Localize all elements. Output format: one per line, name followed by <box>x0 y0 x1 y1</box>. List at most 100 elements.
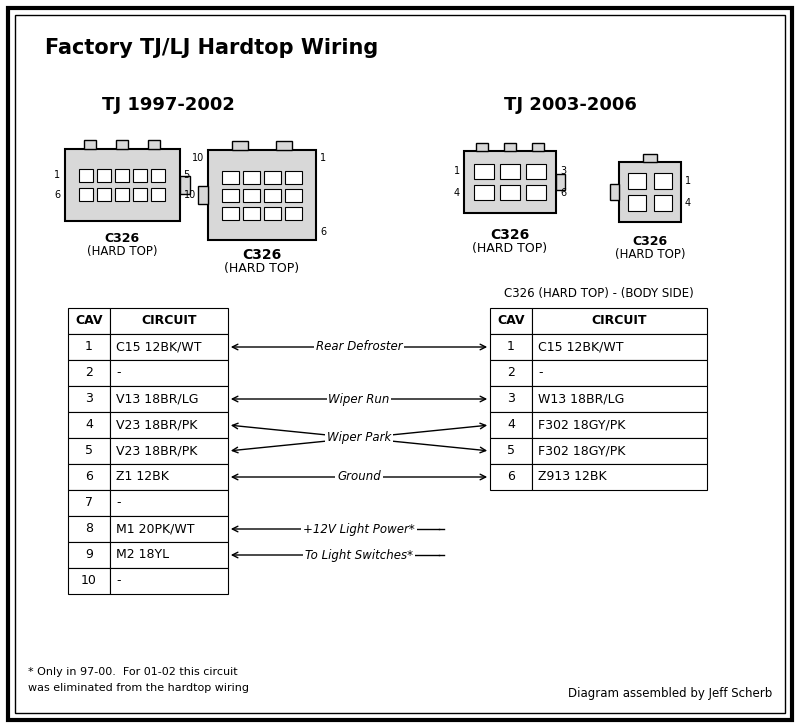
Bar <box>474 185 494 200</box>
Text: 4: 4 <box>85 419 93 432</box>
Bar <box>464 151 556 213</box>
Bar <box>532 360 707 386</box>
Bar <box>68 386 110 412</box>
Bar <box>532 464 707 490</box>
Text: 1: 1 <box>85 341 93 354</box>
Text: 9: 9 <box>85 548 93 561</box>
Text: Z913 12BK: Z913 12BK <box>538 470 606 483</box>
Text: (HARD TOP): (HARD TOP) <box>473 242 547 255</box>
Text: 3: 3 <box>560 167 566 176</box>
Text: 5: 5 <box>85 445 93 457</box>
Text: Factory TJ/LJ Hardtop Wiring: Factory TJ/LJ Hardtop Wiring <box>45 38 378 58</box>
Bar <box>79 169 93 182</box>
Text: -: - <box>116 496 121 510</box>
Text: 6: 6 <box>85 470 93 483</box>
Bar <box>243 170 260 183</box>
Text: 3: 3 <box>85 392 93 405</box>
Bar <box>490 334 532 360</box>
Text: V23 18BR/PK: V23 18BR/PK <box>116 419 198 432</box>
Bar <box>110 464 228 490</box>
Bar <box>500 164 520 179</box>
Text: 6: 6 <box>560 188 566 197</box>
Text: (HARD TOP): (HARD TOP) <box>225 262 299 275</box>
Bar <box>110 308 228 334</box>
Bar <box>264 189 281 202</box>
Bar <box>110 516 228 542</box>
Text: 4: 4 <box>685 198 691 208</box>
Bar <box>110 334 228 360</box>
Text: CIRCUIT: CIRCUIT <box>142 314 197 328</box>
Text: (HARD TOP): (HARD TOP) <box>86 245 158 258</box>
Text: 10: 10 <box>183 189 196 199</box>
Text: 1: 1 <box>320 153 326 163</box>
Text: (HARD TOP): (HARD TOP) <box>614 248 686 261</box>
Bar <box>133 169 147 182</box>
Text: -: - <box>116 574 121 587</box>
Text: 7: 7 <box>85 496 93 510</box>
Text: 1: 1 <box>54 170 61 181</box>
Bar <box>285 189 302 202</box>
Bar <box>179 176 190 194</box>
Bar <box>504 143 516 151</box>
Bar <box>151 169 165 182</box>
Bar <box>68 516 110 542</box>
Bar <box>116 140 128 149</box>
Bar <box>619 162 681 222</box>
Bar <box>68 334 110 360</box>
Text: Wiper Park: Wiper Park <box>327 432 391 445</box>
Bar <box>490 386 532 412</box>
Bar <box>208 150 316 240</box>
Text: F302 18GY/PK: F302 18GY/PK <box>538 445 626 457</box>
Bar <box>285 170 302 183</box>
Text: was eliminated from the hardtop wiring: was eliminated from the hardtop wiring <box>28 683 249 693</box>
Bar <box>110 412 228 438</box>
Text: Z1 12BK: Z1 12BK <box>116 470 169 483</box>
Text: 1: 1 <box>454 167 460 176</box>
Bar <box>500 185 520 200</box>
Bar <box>556 174 565 190</box>
Text: 1: 1 <box>507 341 515 354</box>
Text: M2 18YL: M2 18YL <box>116 548 169 561</box>
Text: TJ 2003-2006: TJ 2003-2006 <box>503 96 637 114</box>
Bar <box>148 140 160 149</box>
Bar <box>110 542 228 568</box>
Text: 6: 6 <box>507 470 515 483</box>
Bar <box>110 386 228 412</box>
Bar <box>110 568 228 594</box>
Bar <box>285 207 302 220</box>
Text: F302 18GY/PK: F302 18GY/PK <box>538 419 626 432</box>
Bar <box>68 464 110 490</box>
Bar <box>532 386 707 412</box>
Bar <box>68 542 110 568</box>
Text: V23 18BR/PK: V23 18BR/PK <box>116 445 198 457</box>
Bar <box>526 185 546 200</box>
Bar <box>643 154 657 162</box>
Bar <box>110 438 228 464</box>
Text: 4: 4 <box>507 419 515 432</box>
Bar <box>654 173 672 189</box>
Text: 3: 3 <box>507 392 515 405</box>
Text: 5: 5 <box>507 445 515 457</box>
Bar <box>97 169 111 182</box>
Text: TJ 1997-2002: TJ 1997-2002 <box>102 96 234 114</box>
Text: Diagram assembled by Jeff Scherb: Diagram assembled by Jeff Scherb <box>568 687 772 700</box>
Bar <box>133 188 147 201</box>
Bar <box>532 438 707 464</box>
Text: 2: 2 <box>85 366 93 379</box>
Bar <box>243 207 260 220</box>
Bar <box>532 334 707 360</box>
Bar <box>151 188 165 201</box>
Bar <box>115 188 129 201</box>
Bar <box>68 438 110 464</box>
Text: +12V Light Power*: +12V Light Power* <box>303 523 415 536</box>
Text: 8: 8 <box>85 523 93 536</box>
Text: * Only in 97-00.  For 01-02 this circuit: * Only in 97-00. For 01-02 this circuit <box>28 667 238 677</box>
Text: Rear Defroster: Rear Defroster <box>316 341 402 354</box>
Text: C326: C326 <box>105 232 139 245</box>
Bar <box>474 164 494 179</box>
Bar <box>222 207 239 220</box>
Text: C326 (HARD TOP) - (BODY SIDE): C326 (HARD TOP) - (BODY SIDE) <box>504 288 694 301</box>
Text: To Light Switches*: To Light Switches* <box>305 548 413 561</box>
Text: CAV: CAV <box>75 314 102 328</box>
Bar <box>110 490 228 516</box>
